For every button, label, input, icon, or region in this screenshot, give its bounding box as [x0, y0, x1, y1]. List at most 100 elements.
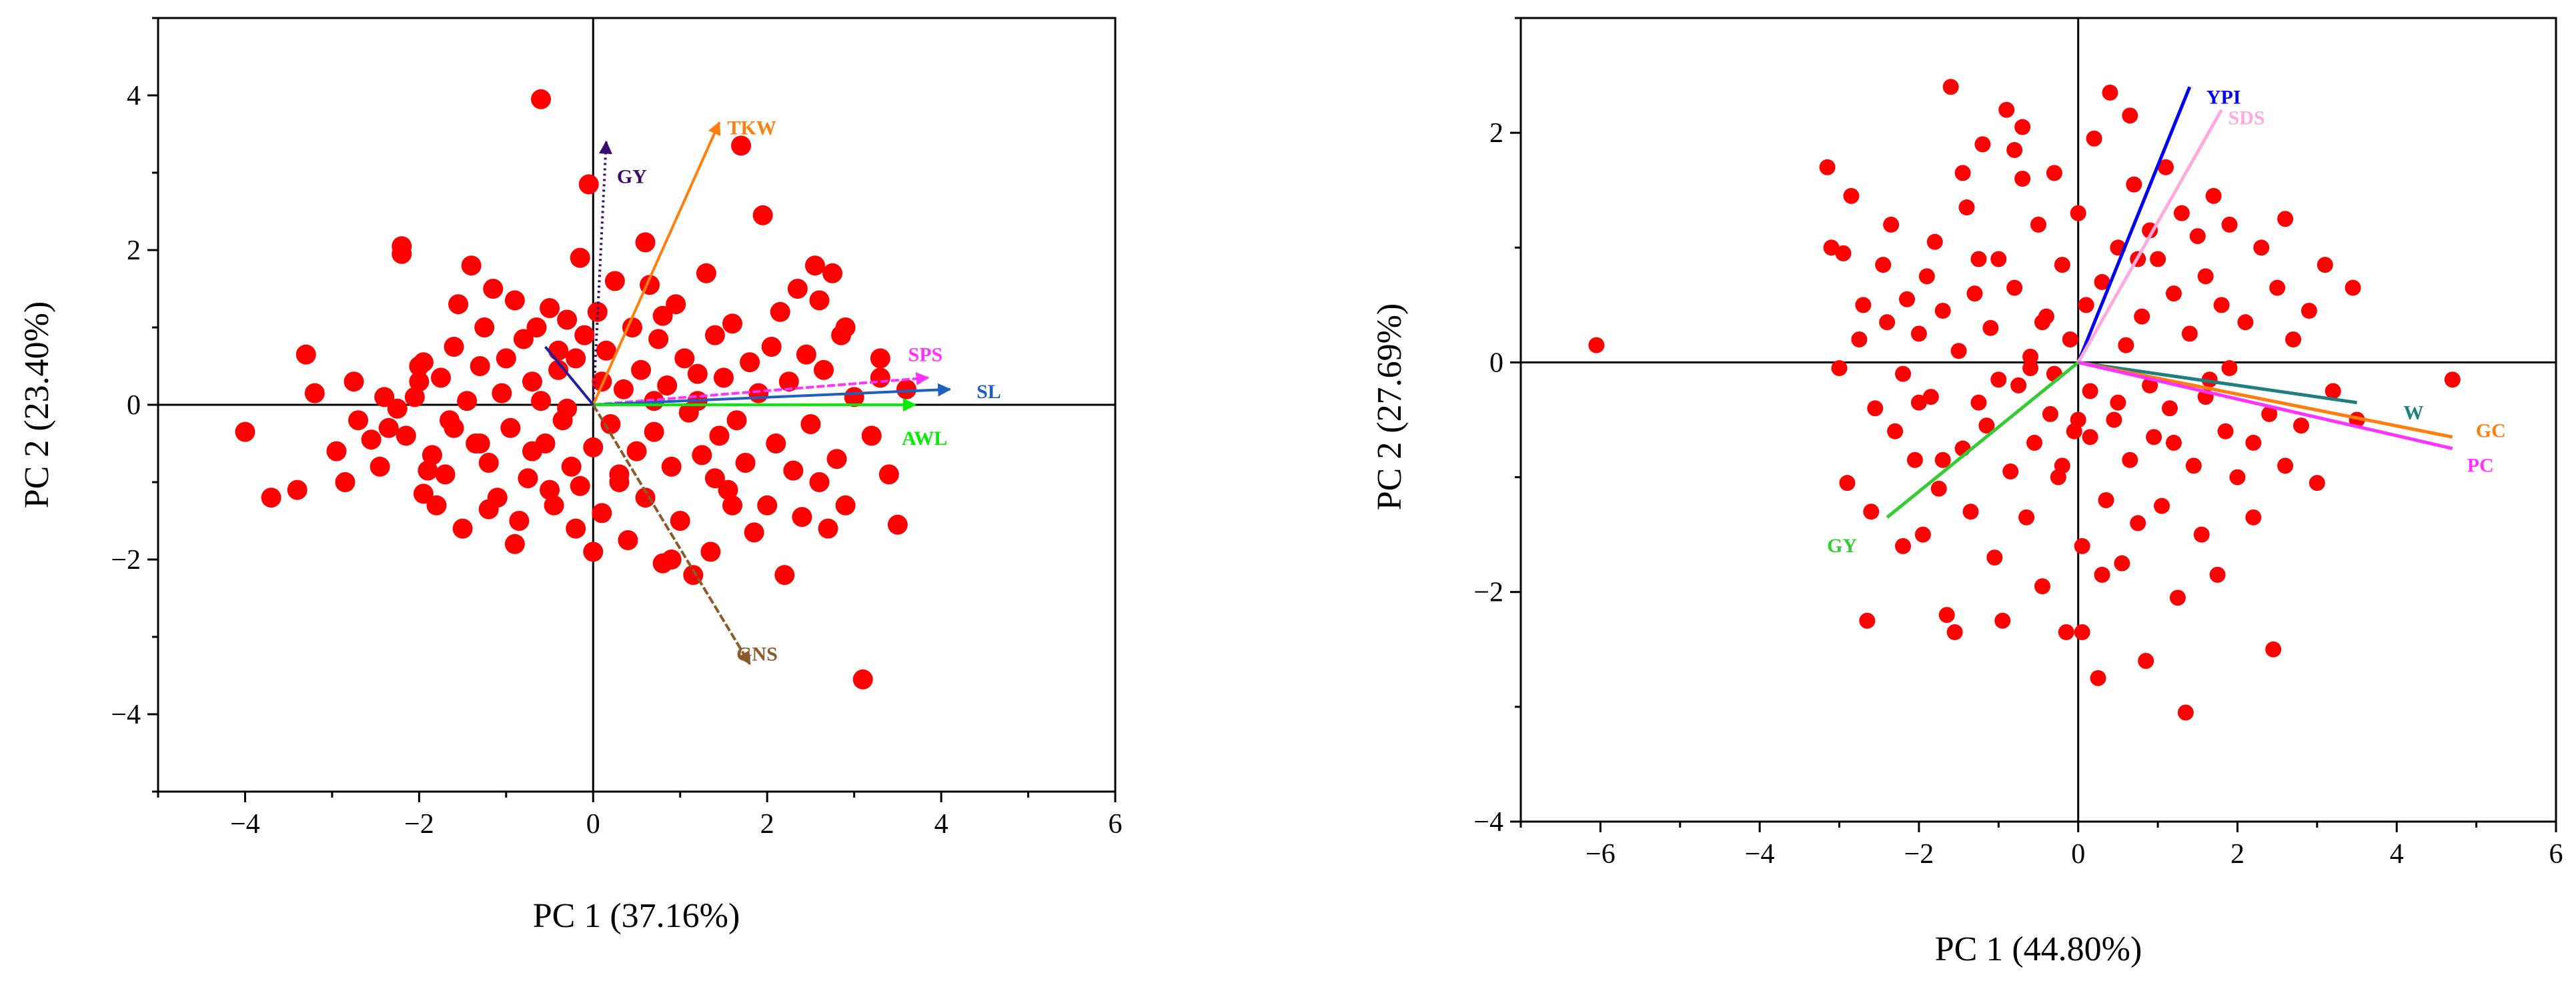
- x-tick-label: 2: [2230, 839, 2244, 870]
- score-point: [2130, 515, 2146, 532]
- score-point: [509, 511, 530, 531]
- score-point: [2245, 434, 2262, 451]
- score-point: [1934, 451, 1951, 468]
- score-point: [783, 460, 804, 481]
- score-point: [2325, 383, 2341, 399]
- score-point: [835, 495, 856, 516]
- score-point: [626, 441, 647, 461]
- y-tick-label: −2: [111, 545, 141, 576]
- score-point: [748, 383, 769, 403]
- score-point: [1982, 319, 1999, 336]
- score-point: [2110, 394, 2126, 411]
- score-point: [1851, 331, 1868, 347]
- score-point: [2201, 371, 2218, 388]
- score-point: [430, 367, 451, 388]
- score-point: [718, 479, 738, 500]
- score-point: [1926, 233, 1943, 250]
- score-point: [1962, 504, 1979, 520]
- score-point: [792, 507, 812, 528]
- score-point: [2154, 498, 2170, 514]
- score-point: [2046, 365, 2062, 382]
- y-ticks: −4 −2 0 2: [1473, 17, 1521, 838]
- y-axis-title: PC 2 (27.69%): [1371, 303, 1409, 511]
- score-point: [2042, 405, 2058, 422]
- score-point: [2158, 159, 2174, 175]
- score-point: [2006, 141, 2023, 158]
- score-point: [1910, 394, 1927, 411]
- score-point: [722, 313, 742, 334]
- score-point: [2118, 337, 2134, 353]
- score-point: [722, 495, 742, 516]
- loading-vector-pc: [2078, 360, 2453, 450]
- y-axis-title: PC 2 (23.40%): [18, 301, 56, 509]
- score-point: [1867, 400, 1884, 417]
- pca-biplot-left: −4 −2 0 2 4 6 −4 −2 0 2 4 GY TKW SPS SL AWL GNS PC 1 (…: [18, 17, 1123, 935]
- score-point: [1823, 239, 1840, 256]
- y-tick-label: −2: [1473, 578, 1503, 608]
- score-point: [483, 279, 504, 299]
- score-point: [1974, 136, 1991, 153]
- score-point: [2245, 509, 2262, 526]
- score-point: [2293, 417, 2309, 434]
- score-point: [409, 371, 430, 392]
- score-point: [2221, 216, 2238, 233]
- score-point: [2094, 273, 2110, 290]
- score-point: [1938, 607, 1955, 624]
- score-point: [2165, 285, 2182, 302]
- score-point: [518, 468, 538, 489]
- score-point: [809, 290, 830, 311]
- score-point: [2161, 400, 2178, 417]
- score-point: [2261, 405, 2278, 422]
- score-point: [2146, 429, 2162, 445]
- score-point: [1930, 480, 1947, 497]
- score-point: [2054, 257, 2070, 273]
- score-point: [1970, 394, 1987, 411]
- score-point: [566, 518, 586, 539]
- score-point: [2185, 457, 2202, 474]
- score-point: [2169, 590, 2186, 606]
- score-point: [618, 530, 638, 550]
- score-point: [1978, 417, 1995, 434]
- score-point: [2006, 279, 2023, 296]
- score-point: [2102, 84, 2118, 101]
- y-tick-label: −4: [111, 700, 141, 730]
- score-points: [235, 89, 916, 690]
- x-tick-label: 4: [934, 809, 948, 840]
- score-point: [774, 565, 795, 586]
- score-point: [2086, 130, 2102, 147]
- score-point: [2062, 331, 2078, 347]
- score-point: [1934, 302, 1951, 319]
- score-point: [635, 487, 656, 508]
- score-point: [804, 255, 825, 276]
- loading-vector-gy: [1886, 361, 2080, 519]
- score-point: [870, 367, 890, 388]
- score-point: [2177, 704, 2194, 721]
- x-tick-label: 6: [1109, 809, 1123, 840]
- score-point: [1863, 504, 1880, 520]
- score-point: [622, 317, 642, 337]
- score-point: [770, 301, 790, 322]
- score-point: [609, 472, 630, 492]
- score-point: [666, 294, 686, 315]
- score-point: [478, 499, 499, 520]
- x-axis-title: PC 1 (44.80%): [1935, 930, 2142, 968]
- y-tick-label: 4: [127, 81, 141, 111]
- score-point: [2074, 538, 2090, 554]
- score-point: [731, 135, 752, 156]
- score-point: [696, 263, 716, 283]
- score-point: [1843, 187, 1860, 204]
- score-point: [448, 294, 469, 315]
- y-tick-label: −4: [1473, 807, 1503, 838]
- loading-vector-gc: [2078, 360, 2453, 439]
- score-point: [1887, 423, 1904, 439]
- score-point: [813, 359, 834, 380]
- score-point: [422, 445, 442, 465]
- score-point: [896, 379, 916, 399]
- score-point: [2221, 360, 2238, 377]
- score-point: [2209, 566, 2226, 583]
- score-point: [2197, 268, 2214, 285]
- score-point: [2018, 509, 2035, 526]
- score-point: [2138, 653, 2154, 669]
- score-point: [335, 472, 356, 492]
- score-point: [687, 363, 708, 384]
